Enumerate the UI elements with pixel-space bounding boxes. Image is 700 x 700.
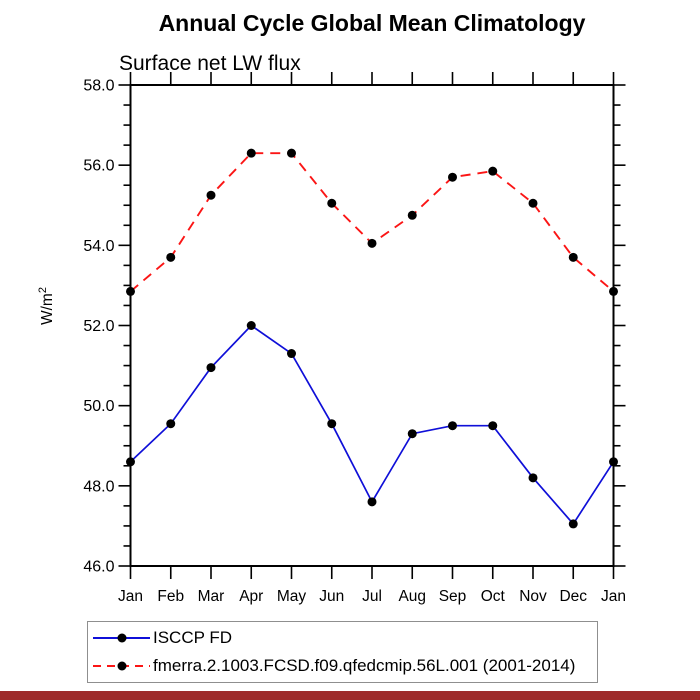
y-tick-label: 48.0 [83, 478, 114, 495]
series-0-marker [568, 519, 578, 529]
series-0-marker [246, 321, 256, 330]
plot-box [129, 84, 615, 567]
series-line-0 [129, 324, 615, 526]
x-tick-label: Oct [481, 588, 506, 605]
x-tick-label: Feb [157, 588, 184, 605]
series-layer [126, 148, 618, 529]
legend-item-label: ISCCP FD [153, 628, 233, 647]
x-tick-label: Jan [118, 588, 143, 605]
x-tick-label: Jun [319, 588, 344, 605]
series-0-marker [327, 419, 337, 429]
x-tick-label: Nov [519, 588, 547, 605]
x-tick-label: Aug [398, 588, 426, 605]
series-1-marker [568, 252, 578, 262]
series-1-marker [166, 252, 176, 262]
series-1-marker [367, 238, 377, 248]
series-1-marker [407, 210, 417, 220]
legend-item: ISCCP FD [93, 624, 595, 652]
legend-line-sample-dashed [93, 661, 150, 672]
series-0-marker [407, 429, 417, 439]
series-1-marker [528, 198, 538, 208]
series-1-marker [206, 190, 216, 200]
series-0-marker [287, 349, 296, 359]
series-1-marker [246, 148, 256, 158]
legend-marker-dot [117, 633, 126, 643]
y-tick-label: 58.0 [83, 78, 114, 95]
legend-item-label: fmerra.2.1003.FCSD.f09.qfedcmip.56L.001 … [153, 656, 576, 675]
y-tick-label: 54.0 [83, 238, 114, 255]
bottom-bar [0, 691, 700, 700]
legend-marker-dot [117, 661, 126, 671]
y-tick-label: 50.0 [83, 398, 114, 415]
series-0-marker [488, 421, 498, 431]
series-1-marker [488, 166, 498, 176]
x-tick-label: Dec [559, 588, 587, 605]
legend-line-sample-solid [93, 633, 150, 644]
x-tick-label: Jul [362, 588, 382, 605]
series-0-marker [206, 363, 216, 373]
y-tick-label: 46.0 [83, 559, 114, 576]
axes-layer: 46.0 48.0 50.0 52.0 54.0 56.0 58.0 Jan Feb Mar Apr… [83, 72, 626, 605]
x-tick-label: Sep [439, 588, 467, 605]
series-1-marker [327, 198, 337, 208]
y-tick-label: 52.0 [83, 318, 114, 335]
series-0-marker [126, 457, 135, 467]
chart-subtitle: Surface net LW flux [119, 52, 301, 75]
series-1-marker [287, 148, 296, 158]
x-tick-label: May [277, 588, 307, 605]
series-0-marker [448, 421, 457, 431]
series-0-marker [528, 473, 538, 483]
series-0-marker [609, 457, 618, 467]
legend-item: fmerra.2.1003.FCSD.f09.qfedcmip.56L.001 … [93, 652, 595, 680]
series-1-marker [448, 172, 457, 182]
series-line-1 [129, 152, 615, 293]
series-1-marker [609, 286, 618, 296]
y-tick-label: 56.0 [83, 158, 114, 175]
series-0-marker [367, 497, 377, 507]
chart-title: Annual Cycle Global Mean Climatology [159, 10, 586, 36]
x-tick-label: Apr [239, 588, 263, 605]
series-1-marker [126, 286, 135, 296]
series-0-marker [166, 419, 176, 429]
y-axis-title: W/m2 [37, 287, 56, 325]
x-tick-label: Jan [601, 588, 626, 605]
x-tick-label: Mar [198, 588, 225, 605]
legend: ISCCP FD fmerra.2.1003.FCSD.f09.qfedcmip… [87, 621, 598, 683]
